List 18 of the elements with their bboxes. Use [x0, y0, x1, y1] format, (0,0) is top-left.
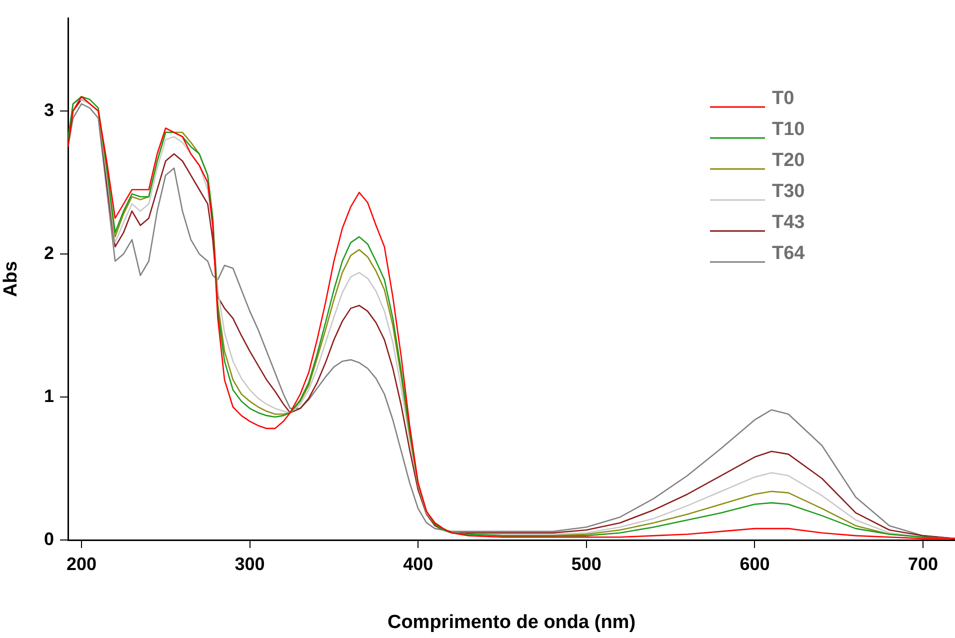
- legend-label: T0: [772, 88, 794, 110]
- x-tick-label: 600: [740, 554, 770, 574]
- legend-label: T64: [772, 243, 806, 264]
- x-tick-label: 400: [403, 554, 434, 574]
- legend-label: T30: [772, 181, 805, 202]
- x-axis-title: Comprimento de onda (nm): [387, 612, 636, 633]
- legend-label: T10: [772, 119, 805, 140]
- y-tick-label: 1: [44, 386, 54, 406]
- y-axis-title: Abs: [0, 261, 22, 297]
- x-tick-label: 700: [908, 554, 938, 574]
- legend-label: T43: [772, 212, 805, 234]
- x-tick-label: 300: [234, 554, 265, 574]
- y-tick-label: 0: [44, 528, 54, 549]
- x-tick-label: 500: [571, 554, 602, 574]
- y-tick-label: 3: [44, 100, 54, 120]
- legend-label: T20: [772, 150, 805, 172]
- x-tick-label: 200: [66, 554, 96, 574]
- y-tick-label: 2: [44, 242, 54, 263]
